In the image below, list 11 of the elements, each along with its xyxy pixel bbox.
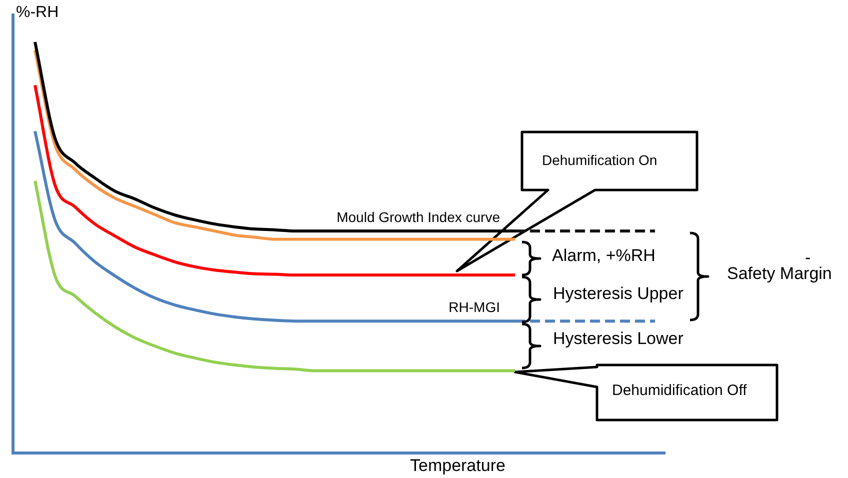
x-axis-title: Temperature xyxy=(410,456,506,476)
annotation: Dehumidification Off xyxy=(612,382,747,399)
annotation: Hysteresis Upper xyxy=(553,284,684,304)
y-axis-title: %-RH xyxy=(16,4,59,22)
series-label: Mould Growth Index curve xyxy=(336,208,500,225)
text: Safety Margin xyxy=(727,264,832,284)
annotation: Dehumification On xyxy=(542,152,658,168)
annotation: Alarm, +%RH xyxy=(552,246,656,266)
annotation: Hysteresis Lower xyxy=(553,329,684,349)
text: - xyxy=(805,248,811,267)
series-label: RH-MGI xyxy=(448,298,500,315)
